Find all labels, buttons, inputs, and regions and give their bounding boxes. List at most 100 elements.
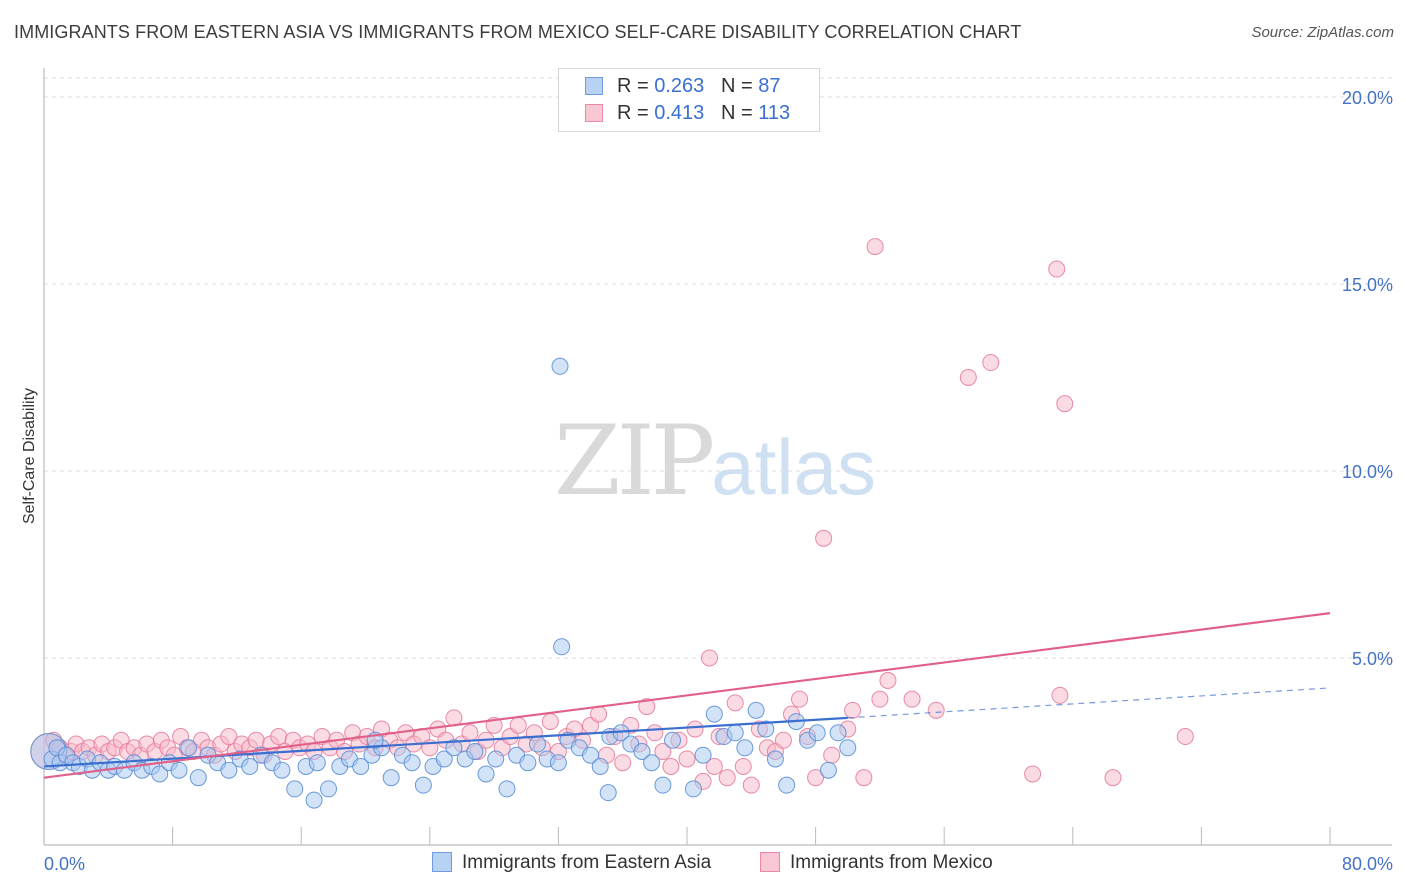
point-eastern-asia bbox=[498, 780, 516, 798]
y-tick-label: 15.0% bbox=[1342, 275, 1393, 295]
correlation-legend: R = 0.263 N = 87 R = 0.413 N = 113 bbox=[558, 68, 820, 132]
point-mexico bbox=[247, 731, 265, 749]
point-mexico bbox=[807, 769, 825, 787]
point-mexico bbox=[1024, 765, 1042, 783]
point-mexico bbox=[662, 757, 680, 775]
point-mexico bbox=[866, 238, 884, 256]
point-eastern-asia bbox=[189, 769, 207, 787]
point-mexico bbox=[726, 694, 744, 712]
point-eastern-asia bbox=[403, 754, 421, 772]
point-mexico bbox=[701, 649, 719, 667]
point-mexico bbox=[742, 776, 760, 794]
series-mexico-points bbox=[30, 238, 1194, 794]
point-mexico bbox=[734, 757, 752, 775]
point-eastern-asia bbox=[519, 754, 537, 772]
legend-n-value: 87 bbox=[758, 75, 781, 97]
legend-r-value: 0.263 bbox=[654, 75, 705, 97]
point-eastern-asia bbox=[582, 746, 600, 764]
point-eastern-asia bbox=[694, 746, 712, 764]
point-eastern-asia bbox=[170, 761, 188, 779]
legend-r-value: 0.413 bbox=[654, 102, 705, 124]
point-eastern-asia bbox=[808, 724, 826, 742]
point-eastern-asia bbox=[241, 757, 259, 775]
point-mexico bbox=[509, 716, 527, 734]
axis-labels: 5.0% 10.0% 15.0% 20.0% 0.0% 80.0% Self-Care Di… bbox=[21, 88, 1393, 874]
point-eastern-asia bbox=[180, 739, 198, 757]
point-mexico bbox=[879, 671, 897, 689]
point-eastern-asia bbox=[487, 750, 505, 768]
point-mexico bbox=[541, 713, 559, 731]
legend-swatch-eastern-asia bbox=[585, 77, 603, 95]
point-eastern-asia bbox=[305, 791, 323, 809]
point-eastern-asia bbox=[320, 780, 338, 798]
point-mexico bbox=[982, 354, 1000, 372]
point-eastern-asia bbox=[705, 705, 723, 723]
point-eastern-asia bbox=[308, 754, 326, 772]
point-mexico bbox=[614, 754, 632, 772]
bottom-legend-swatch-eastern-asia bbox=[432, 852, 452, 872]
watermark: ZIPatlas bbox=[554, 405, 876, 517]
point-eastern-asia bbox=[151, 765, 169, 783]
point-eastern-asia bbox=[829, 724, 847, 742]
y-tick-label: 20.0% bbox=[1342, 88, 1393, 108]
point-eastern-asia bbox=[273, 761, 291, 779]
series-eastern-asia-points bbox=[30, 357, 857, 809]
point-mexico bbox=[1104, 769, 1122, 787]
y-tick-label: 10.0% bbox=[1342, 462, 1393, 482]
chart-title: IMMIGRANTS FROM EASTERN ASIA VS IMMIGRAN… bbox=[14, 22, 1022, 42]
legend-r-label: R = bbox=[617, 102, 649, 124]
point-eastern-asia bbox=[445, 739, 463, 757]
point-mexico bbox=[815, 529, 833, 547]
trend-lines bbox=[43, 612, 1331, 779]
point-mexico bbox=[774, 731, 792, 749]
point-mexico bbox=[646, 724, 664, 742]
point-mexico bbox=[844, 701, 862, 719]
point-mexico bbox=[1056, 395, 1074, 413]
point-eastern-asia bbox=[778, 776, 796, 794]
point-mexico bbox=[705, 757, 723, 775]
point-eastern-asia bbox=[529, 735, 547, 753]
point-eastern-asia bbox=[286, 780, 304, 798]
point-eastern-asia bbox=[220, 761, 238, 779]
point-mexico bbox=[654, 743, 672, 760]
bottom-legend-label-mexico: Immigrants from Mexico bbox=[790, 852, 993, 873]
gridlines bbox=[44, 77, 1392, 659]
bottom-legend-eastern-asia: Immigrants from Eastern Asia bbox=[432, 852, 711, 874]
point-mexico bbox=[718, 769, 736, 787]
axes bbox=[43, 68, 1392, 846]
point-eastern-asia bbox=[435, 750, 453, 768]
bottom-legend-label-eastern-asia: Immigrants from Eastern Asia bbox=[462, 852, 712, 873]
point-eastern-asia bbox=[553, 638, 571, 656]
point-eastern-asia bbox=[466, 743, 484, 760]
point-mexico bbox=[823, 746, 841, 764]
legend-swatch-mexico bbox=[585, 104, 603, 122]
point-mexico bbox=[903, 690, 921, 708]
point-eastern-asia bbox=[839, 739, 857, 757]
legend-n-label: N = bbox=[720, 75, 753, 97]
point-mexico bbox=[686, 720, 704, 738]
point-eastern-asia bbox=[477, 765, 495, 783]
watermark-zip: ZIP bbox=[554, 405, 715, 517]
point-eastern-asia bbox=[643, 754, 661, 772]
point-mexico bbox=[871, 690, 889, 708]
point-eastern-asia bbox=[599, 784, 617, 802]
point-mexico bbox=[927, 701, 945, 719]
point-mexico bbox=[678, 750, 696, 768]
point-eastern-asia bbox=[664, 731, 682, 749]
point-eastern-asia bbox=[551, 357, 569, 375]
point-eastern-asia bbox=[684, 780, 702, 798]
point-eastern-asia bbox=[736, 739, 754, 757]
point-mexico bbox=[638, 698, 656, 716]
point-eastern-asia bbox=[591, 757, 609, 775]
point-eastern-asia bbox=[747, 701, 765, 719]
legend-n-label: N = bbox=[720, 102, 753, 124]
point-eastern-asia bbox=[819, 761, 837, 779]
x-tick-label-min: 0.0% bbox=[44, 854, 85, 874]
point-eastern-asia bbox=[414, 776, 432, 794]
y-tick-label: 5.0% bbox=[1352, 649, 1393, 669]
legend-r-label: R = bbox=[617, 75, 649, 97]
trend-line-eastern-asia-extension bbox=[847, 687, 1331, 719]
bottom-legend-swatch-mexico bbox=[760, 852, 780, 872]
point-eastern-asia bbox=[352, 757, 370, 775]
